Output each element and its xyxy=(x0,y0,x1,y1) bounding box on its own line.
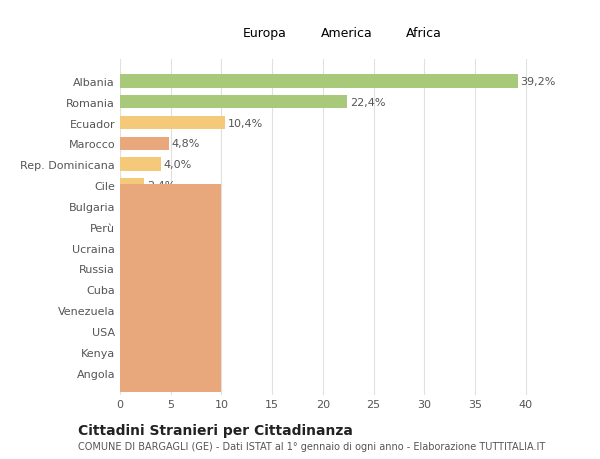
Text: Cittadini Stranieri per Cittadinanza: Cittadini Stranieri per Cittadinanza xyxy=(78,423,353,437)
Text: 0,8%: 0,8% xyxy=(131,347,159,357)
Bar xyxy=(120,179,145,192)
Text: 0,8%: 0,8% xyxy=(131,326,159,336)
Text: 1,6%: 1,6% xyxy=(139,264,167,274)
Text: 4,0%: 4,0% xyxy=(163,160,191,170)
Bar xyxy=(120,200,136,213)
Text: 0,8%: 0,8% xyxy=(131,368,159,378)
Text: 39,2%: 39,2% xyxy=(520,77,556,87)
Text: 2,4%: 2,4% xyxy=(147,181,175,190)
Bar xyxy=(120,117,226,130)
Bar xyxy=(120,303,128,317)
Bar xyxy=(120,325,128,338)
Text: 1,6%: 1,6% xyxy=(139,222,167,232)
Text: 1,6%: 1,6% xyxy=(139,285,167,295)
Text: 1,6%: 1,6% xyxy=(139,243,167,253)
Text: 0,8%: 0,8% xyxy=(131,305,159,315)
Bar xyxy=(120,262,136,275)
Bar xyxy=(120,220,136,234)
Bar xyxy=(120,283,136,297)
Text: 4,8%: 4,8% xyxy=(171,139,200,149)
Text: 22,4%: 22,4% xyxy=(350,97,385,107)
Bar xyxy=(120,158,161,172)
Bar xyxy=(120,345,128,359)
Text: 1,6%: 1,6% xyxy=(139,202,167,212)
Legend: Europa, America, Africa: Europa, America, Africa xyxy=(219,22,447,45)
Bar xyxy=(120,137,169,151)
Text: COMUNE DI BARGAGLI (GE) - Dati ISTAT al 1° gennaio di ogni anno - Elaborazione T: COMUNE DI BARGAGLI (GE) - Dati ISTAT al … xyxy=(78,441,545,451)
Bar xyxy=(120,75,518,89)
Text: 10,4%: 10,4% xyxy=(228,118,263,128)
Bar xyxy=(120,95,347,109)
Bar xyxy=(120,241,136,255)
Bar xyxy=(120,366,128,380)
